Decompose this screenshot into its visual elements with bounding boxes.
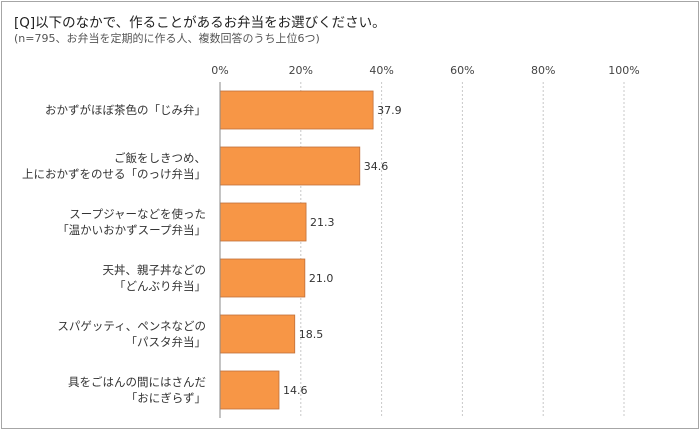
x-tick-label: 80% bbox=[531, 64, 555, 77]
value-label: 34.6 bbox=[364, 160, 389, 173]
x-tick-label: 20% bbox=[289, 64, 313, 77]
x-tick-label: 60% bbox=[450, 64, 474, 77]
bar bbox=[219, 90, 374, 130]
category-label: おかずがほぼ茶色の「じみ弁」 bbox=[45, 103, 206, 117]
x-tick-label: 100% bbox=[608, 64, 639, 77]
category-label: 具をごはんの間にはさんだ bbox=[68, 375, 206, 389]
chart-subtitle: (n=795、お弁当を定期的に作る人、複数回答のうち上位6つ) bbox=[14, 32, 320, 45]
category-label: ご飯をしきつめ、 bbox=[114, 151, 206, 165]
category-label: 上におかずをのせる「のっけ弁当」 bbox=[22, 167, 206, 181]
bar bbox=[219, 370, 280, 410]
x-tick-label: 0% bbox=[211, 64, 228, 77]
category-label: 「おにぎらず」 bbox=[126, 391, 206, 405]
category-label: 「パスタ弁当」 bbox=[126, 335, 207, 349]
value-label: 18.5 bbox=[299, 328, 324, 341]
chart-title: [Q]以下のなかで、作ることがあるお弁当をお選びください。 bbox=[14, 15, 386, 31]
x-tick-label: 40% bbox=[369, 64, 393, 77]
category-label: スープジャーなどを使った bbox=[69, 207, 206, 221]
category-label: スパゲッティ、ペンネなどの bbox=[57, 319, 206, 333]
category-label: 「温かいおかずスープ弁当」 bbox=[57, 223, 206, 237]
value-label: 21.0 bbox=[309, 272, 334, 285]
bar bbox=[219, 146, 361, 186]
value-label: 21.3 bbox=[310, 216, 335, 229]
bar bbox=[219, 258, 306, 298]
bar bbox=[219, 314, 296, 354]
bar bbox=[219, 202, 307, 242]
category-label: 「どんぶり弁当」 bbox=[114, 279, 206, 293]
value-label: 37.9 bbox=[377, 104, 402, 117]
value-label: 14.6 bbox=[283, 384, 308, 397]
category-label: 天丼、親子丼などの bbox=[103, 263, 207, 277]
